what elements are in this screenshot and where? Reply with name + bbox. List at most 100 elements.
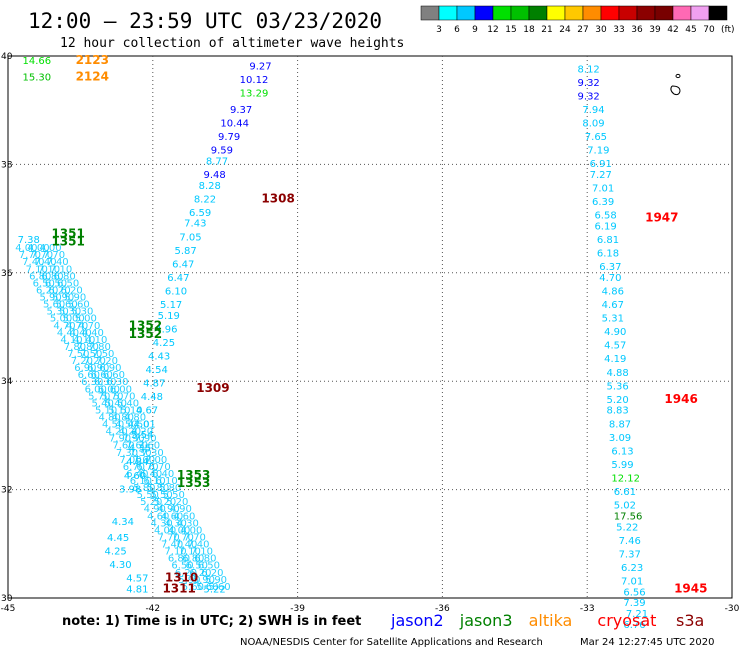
swh-label: 5.20 [607, 395, 629, 406]
swh-label: 12.12 [611, 473, 640, 484]
dense-track-label: 6.40 [152, 469, 174, 480]
dense-track-label: 7.10 [179, 547, 201, 558]
swh-label: 6.47 [172, 259, 194, 270]
dense-track-label: 6.50 [171, 561, 193, 572]
swh-label: 13.29 [240, 89, 269, 100]
swh-label: 7.21 [626, 609, 648, 620]
colorbar-label: 24 [559, 25, 571, 35]
dense-track-label: 6.80 [41, 271, 63, 282]
colorbar-swatch [510, 5, 530, 21]
swh-label: 4.67 [602, 300, 624, 311]
swh-label: 5.22 [616, 522, 638, 533]
dense-track-label: 5.90 [64, 293, 86, 304]
legend-cryosat: cryosat [597, 611, 656, 630]
time-label: 1352 [129, 319, 162, 333]
dense-track-label: 4.40 [70, 328, 92, 339]
swh-label: 4.54 [146, 365, 168, 376]
swh-label: 4.96 [155, 324, 177, 335]
dense-track-label: 4.50 [102, 420, 124, 431]
swh-label: 6.81 [597, 235, 619, 246]
colorbar-label: 42 [667, 25, 678, 35]
dense-track-label: 7.20 [84, 356, 106, 367]
dense-track-label: 7.30 [141, 448, 163, 459]
dense-track-label: 6.50 [45, 278, 67, 289]
dense-track-label: 4.40 [82, 328, 104, 339]
footer-note: note: 1) Time is in UTC; 2) SWH is in fe… [62, 614, 361, 629]
swh-label: 4.34 [112, 517, 134, 528]
dense-track-label: 5.90 [205, 575, 227, 586]
time-label: 1310 [165, 571, 198, 585]
swh-label: 4.67 [136, 406, 158, 417]
dense-track-label: 7.90 [109, 434, 131, 445]
dense-track-label: 7.40 [161, 540, 183, 551]
swh-label: 7.43 [184, 219, 206, 230]
dense-track-label: 5.90 [178, 575, 200, 586]
dense-track-label: 4.00 [27, 243, 49, 254]
dense-track-label: 6.70 [123, 462, 145, 473]
colorbar-swatch [528, 5, 548, 21]
dense-track-label: 7.30 [116, 448, 138, 459]
dense-track-label: 6.90 [74, 363, 96, 374]
swh-label: 6.56 [623, 587, 645, 598]
dense-track-label: 5.10 [95, 405, 117, 416]
dense-track-label: 4.70 [78, 321, 100, 332]
dense-track-label: 7.60 [126, 441, 148, 452]
swh-label: 7.65 [585, 132, 607, 143]
swh-label: 4.84 [126, 457, 148, 468]
colorbar-label: 36 [631, 25, 643, 35]
swh-label: 4.90 [604, 327, 626, 338]
plot-area: -45 -42 -39 -36 -33 -303032343638404.007.707.… [1, 52, 740, 631]
dense-track-label: 6.70 [148, 462, 170, 473]
dense-track-label: 7.70 [31, 250, 53, 261]
y-tick-label: 38 [1, 160, 13, 170]
dense-track-label: 6.90 [99, 363, 121, 374]
dense-track-label: 5.30 [59, 307, 81, 318]
dense-track-label: 6.20 [36, 285, 58, 296]
colorbar-label: 45 [685, 25, 696, 35]
dense-track-label: 4.10 [60, 335, 82, 346]
dense-track-label: 5.70 [101, 391, 123, 402]
swh-label: 7.01 [621, 576, 643, 587]
dense-track-label: 6.30 [94, 377, 116, 388]
dense-track-label: 4.00 [39, 243, 61, 254]
dense-track-label: 5.70 [88, 391, 110, 402]
time-label: 1352 [129, 327, 162, 341]
dense-track-label: 6.50 [186, 561, 208, 572]
colorbar-label: 6 [454, 25, 460, 35]
swh-label: 9.32 [578, 91, 600, 102]
swh-label: 7.38 [18, 235, 40, 246]
time-label: 1309 [196, 381, 229, 395]
swh-label: 15.30 [22, 72, 51, 83]
y-tick-label: 34 [1, 377, 13, 387]
dense-track-label: 5.10 [108, 405, 130, 416]
legend-jason3: jason3 [459, 611, 513, 630]
y-tick-label: 32 [1, 486, 12, 496]
swh-label: 9.48 [203, 170, 225, 181]
dense-track-label: 4.30 [177, 518, 199, 529]
time-label: 1946 [664, 392, 697, 406]
dense-track-label: 4.80 [124, 412, 146, 423]
swh-label: 5.31 [602, 314, 624, 325]
swh-label: 6.58 [594, 211, 616, 222]
time-label: 1353 [177, 468, 210, 482]
legend-jason2: jason2 [390, 611, 444, 630]
dense-track-label: 5.50 [163, 490, 185, 501]
dense-track-label: 4.70 [53, 321, 75, 332]
swh-label: 4.19 [604, 354, 626, 365]
time-label: 1351 [51, 235, 84, 249]
swh-label: 8.28 [199, 181, 221, 192]
swh-label: 4.35 [129, 444, 151, 455]
dense-track-label: 7.80 [64, 342, 86, 353]
swh-label: 8.83 [607, 406, 629, 417]
dense-track-label: 6.20 [48, 285, 70, 296]
plot-frame [7, 55, 733, 599]
colorbar-swatch [492, 5, 512, 21]
colorbar-unit: (ft) [721, 25, 735, 35]
dense-track-label: 4.80 [99, 412, 121, 423]
dense-track-label: 4.60 [173, 511, 195, 522]
dense-track-label: 6.60 [91, 370, 113, 381]
dense-track-label: 5.50 [150, 490, 172, 501]
chart-title: 12:00 – 23:59 UTC 03/23/2020 [28, 9, 382, 33]
dense-track-label: 6.10 [143, 476, 165, 487]
